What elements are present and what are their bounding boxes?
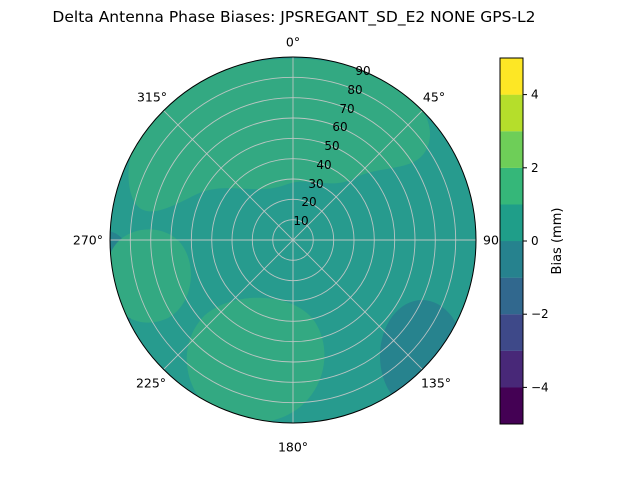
colorbar-tick-label: 4 xyxy=(531,88,539,102)
colorbar-tick-label: −4 xyxy=(531,380,549,394)
grid-spoke xyxy=(163,110,423,370)
colorbar-axis-label: Bias (mm) xyxy=(550,208,565,275)
colorbar-band xyxy=(500,241,523,278)
colorbar-band xyxy=(500,131,523,168)
contour-patch-left xyxy=(110,229,191,323)
colorbar-band xyxy=(500,204,523,242)
colorbar-band xyxy=(500,314,523,351)
colorbar-band xyxy=(500,350,523,388)
contour-patch-top xyxy=(128,58,431,212)
theta-tick-label-315: 315° xyxy=(137,90,167,105)
theta-tick-label-90: 90 xyxy=(483,233,499,248)
r-tick-label: 50 xyxy=(324,139,339,153)
colorbar-tick-label: 0 xyxy=(531,234,539,248)
r-tick-label: 10 xyxy=(293,214,308,228)
r-tick-label: 70 xyxy=(339,102,354,116)
chart-title: Delta Antenna Phase Biases: JPSREGANT_SD… xyxy=(52,8,535,27)
polar-spine xyxy=(109,56,477,424)
r-tick-label: 90 xyxy=(355,64,370,78)
colorbar-band xyxy=(500,387,523,425)
theta-tick-label-135: 135° xyxy=(421,376,451,391)
r-tick-label: 20 xyxy=(301,195,316,209)
r-tick-label: 80 xyxy=(347,83,362,97)
colorbar-bands xyxy=(500,58,523,425)
colorbar-band xyxy=(500,167,523,205)
colorbar-band xyxy=(500,94,523,132)
colorbar-band xyxy=(500,58,523,95)
theta-tick-label-270: 270° xyxy=(73,233,103,248)
colorbar-ticks xyxy=(523,94,527,388)
theta-tick-label-0: 0° xyxy=(286,35,300,50)
colorbar-tick-label: −2 xyxy=(531,307,549,321)
r-tick-label: 40 xyxy=(316,158,331,172)
contour-dark-patch-lower-right xyxy=(380,300,464,412)
r-tick-label: 30 xyxy=(308,177,323,191)
theta-tick-label-180: 180° xyxy=(278,440,308,455)
theta-tick-label-225: 225° xyxy=(136,376,166,391)
colorbar-band xyxy=(500,277,523,315)
contour-patch-bottom xyxy=(186,297,325,423)
colorbar: 4 2 0 −2 −4 Bias (mm) xyxy=(499,57,565,425)
theta-tick-label-45: 45° xyxy=(423,90,445,105)
r-tick-label: 60 xyxy=(332,120,347,134)
colorbar-tick-label: 2 xyxy=(531,161,539,175)
polar-plot-area xyxy=(110,57,476,423)
